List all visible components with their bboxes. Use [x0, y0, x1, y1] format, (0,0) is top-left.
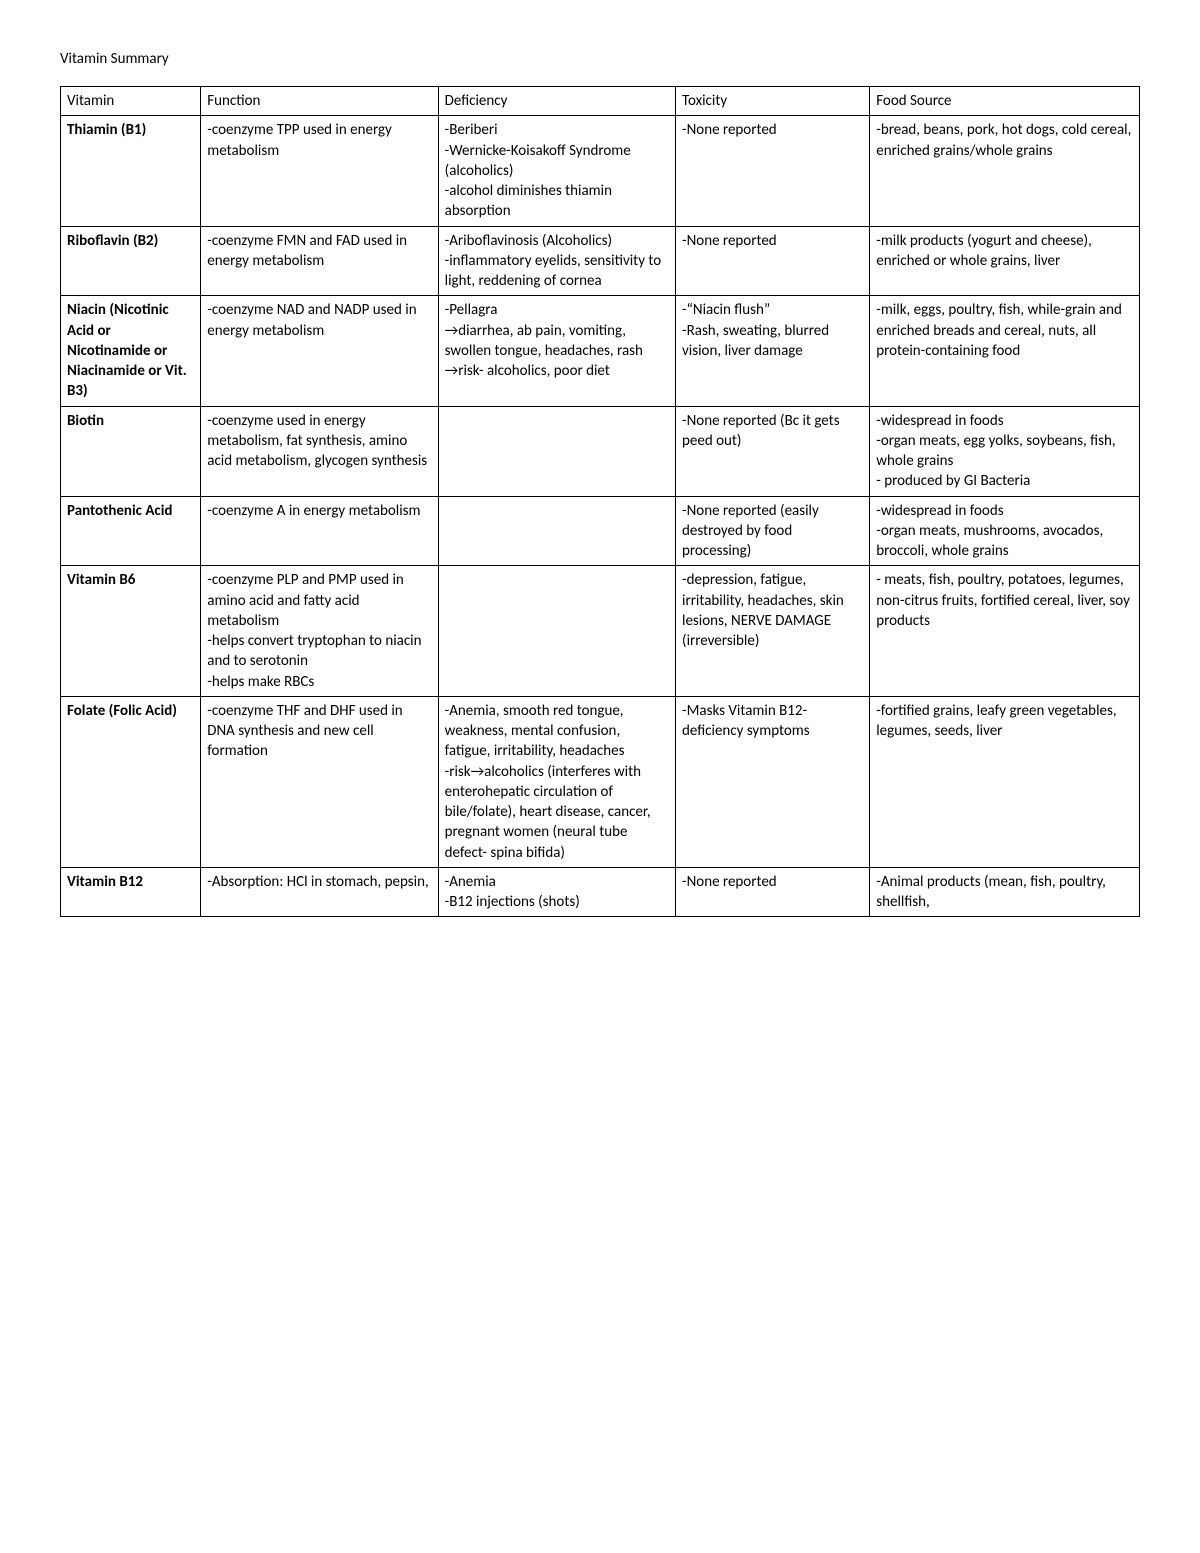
- deficiency-cell: -Pellagra→diarrhea, ab pain, vomiting, s…: [438, 296, 675, 406]
- table-header-row: Vitamin Function Deficiency Toxicity Foo…: [61, 87, 1140, 116]
- table-row: Folate (Folic Acid)-coenzyme THF and DHF…: [61, 696, 1140, 867]
- food-cell: -bread, beans, pork, hot dogs, cold cere…: [870, 116, 1140, 226]
- col-header-food: Food Source: [870, 87, 1140, 116]
- deficiency-cell: -Anemia, smooth red tongue, weakness, me…: [438, 696, 675, 867]
- col-header-toxicity: Toxicity: [676, 87, 870, 116]
- food-cell: -fortified grains, leafy green vegetable…: [870, 696, 1140, 867]
- function-cell: -coenzyme A in energy metabolism: [201, 496, 438, 566]
- col-header-vitamin: Vitamin: [61, 87, 201, 116]
- table-row: Niacin (Nicotinic Acid or Nicotinamide o…: [61, 296, 1140, 406]
- toxicity-cell: -“Niacin flush”-Rash, sweating, blurred …: [676, 296, 870, 406]
- vitamin-cell: Thiamin (B1): [61, 116, 201, 226]
- toxicity-cell: -None reported: [676, 226, 870, 296]
- food-cell: -milk products (yogurt and cheese), enri…: [870, 226, 1140, 296]
- deficiency-cell: [438, 496, 675, 566]
- col-header-deficiency: Deficiency: [438, 87, 675, 116]
- function-cell: -Absorption: HCl in stomach, pepsin,: [201, 867, 438, 917]
- deficiency-cell: -Beriberi-Wernicke-Koisakoff Syndrome (a…: [438, 116, 675, 226]
- deficiency-cell: -Anemia-B12 injections (shots): [438, 867, 675, 917]
- table-row: Vitamin B6-coenzyme PLP and PMP used in …: [61, 566, 1140, 697]
- page-title: Vitamin Summary: [60, 50, 1140, 68]
- function-cell: -coenzyme THF and DHF used in DNA synthe…: [201, 696, 438, 867]
- function-cell: -coenzyme TPP used in energy metabolism: [201, 116, 438, 226]
- vitamin-cell: Pantothenic Acid: [61, 496, 201, 566]
- food-cell: - meats, fish, poultry, potatoes, legume…: [870, 566, 1140, 697]
- deficiency-cell: [438, 406, 675, 496]
- toxicity-cell: -None reported: [676, 867, 870, 917]
- food-cell: -Animal products (mean, fish, poultry, s…: [870, 867, 1140, 917]
- vitamin-cell: Vitamin B12: [61, 867, 201, 917]
- table-row: Vitamin B12-Absorption: HCl in stomach, …: [61, 867, 1140, 917]
- function-cell: -coenzyme NAD and NADP used in energy me…: [201, 296, 438, 406]
- vitamin-cell: Folate (Folic Acid): [61, 696, 201, 867]
- function-cell: -coenzyme PLP and PMP used in amino acid…: [201, 566, 438, 697]
- toxicity-cell: -None reported (Bc it gets peed out): [676, 406, 870, 496]
- col-header-function: Function: [201, 87, 438, 116]
- toxicity-cell: -None reported: [676, 116, 870, 226]
- vitamin-cell: Biotin: [61, 406, 201, 496]
- vitamin-cell: Vitamin B6: [61, 566, 201, 697]
- table-row: Biotin-coenzyme used in energy metabolis…: [61, 406, 1140, 496]
- vitamin-cell: Niacin (Nicotinic Acid or Nicotinamide o…: [61, 296, 201, 406]
- food-cell: -widespread in foods-organ meats, mushro…: [870, 496, 1140, 566]
- function-cell: -coenzyme used in energy metabolism, fat…: [201, 406, 438, 496]
- vitamin-table: Vitamin Function Deficiency Toxicity Foo…: [60, 86, 1140, 917]
- table-row: Pantothenic Acid-coenzyme A in energy me…: [61, 496, 1140, 566]
- deficiency-cell: [438, 566, 675, 697]
- food-cell: -milk, eggs, poultry, fish, while-grain …: [870, 296, 1140, 406]
- table-row: Riboflavin (B2)-coenzyme FMN and FAD use…: [61, 226, 1140, 296]
- food-cell: -widespread in foods-organ meats, egg yo…: [870, 406, 1140, 496]
- table-row: Thiamin (B1)-coenzyme TPP used in energy…: [61, 116, 1140, 226]
- toxicity-cell: -None reported (easily destroyed by food…: [676, 496, 870, 566]
- function-cell: -coenzyme FMN and FAD used in energy met…: [201, 226, 438, 296]
- deficiency-cell: -Ariboflavinosis (Alcoholics)-inflammato…: [438, 226, 675, 296]
- toxicity-cell: -depression, fatigue, irritability, head…: [676, 566, 870, 697]
- toxicity-cell: -Masks Vitamin B12-deficiency symptoms: [676, 696, 870, 867]
- vitamin-cell: Riboflavin (B2): [61, 226, 201, 296]
- table-body: Thiamin (B1)-coenzyme TPP used in energy…: [61, 116, 1140, 917]
